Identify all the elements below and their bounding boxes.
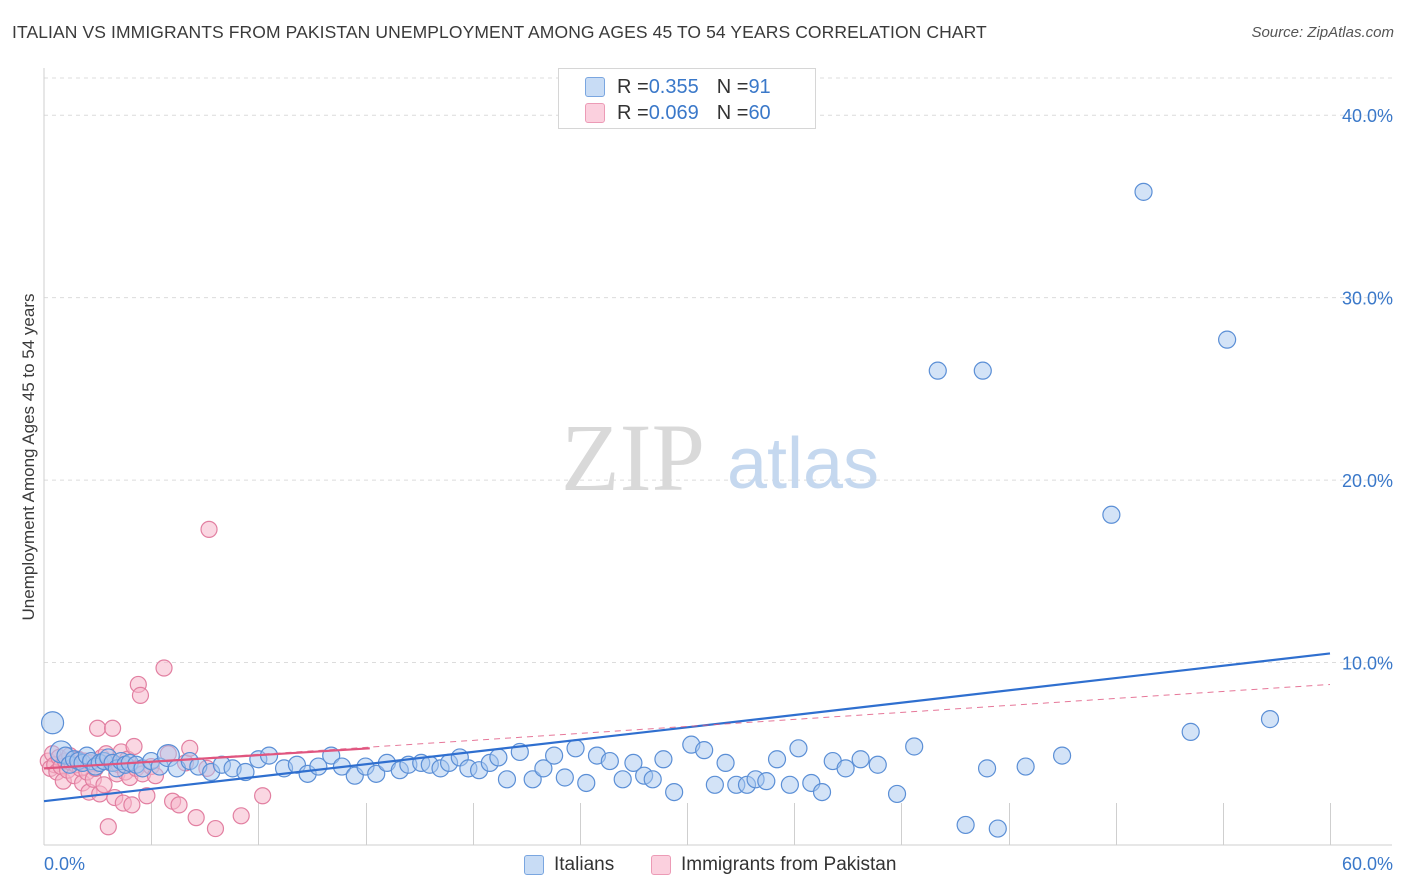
watermark-atlas: atlas	[727, 424, 879, 504]
grid-layer	[44, 77, 1392, 664]
italians-point	[695, 741, 714, 760]
italians-point	[643, 770, 662, 789]
italians-point	[497, 770, 517, 789]
italians-point	[789, 739, 808, 758]
italians-legend-label: Italians	[554, 854, 615, 875]
pakistan-point	[125, 737, 143, 756]
pakistan-point	[88, 719, 107, 737]
italians-point	[566, 739, 585, 758]
italians-point	[624, 753, 643, 773]
italians-point	[545, 746, 564, 765]
italians-point	[1102, 505, 1121, 524]
pakistan-point	[103, 719, 122, 737]
italians-swatch	[585, 77, 605, 97]
legend-r-value: 0.355	[648, 75, 699, 98]
axis-layer	[43, 68, 1392, 846]
italians-point	[654, 750, 673, 769]
italians-point	[577, 773, 596, 793]
italians-point	[1052, 746, 1072, 765]
pakistan-swatch	[585, 103, 605, 123]
italians-point	[988, 819, 1007, 838]
italians-point	[236, 762, 255, 782]
watermark-zip: ZIP	[561, 404, 705, 511]
pakistan-point	[131, 686, 150, 705]
italians-point	[1134, 182, 1153, 201]
italians-point	[973, 361, 992, 380]
pakistan-point	[95, 776, 113, 794]
italians-point	[1260, 710, 1280, 729]
italians-point	[905, 737, 924, 756]
pakistan-trend-line	[43, 747, 370, 770]
italians-point	[613, 770, 632, 789]
pakistan-point	[254, 787, 272, 805]
tick-labels: 10.0% 20.0% 30.0% 40.0% 0.0% 60.0%	[44, 106, 1393, 874]
source-credit: Source: ZipAtlas.com	[1251, 24, 1394, 41]
legend-r-value: 0.069	[648, 101, 699, 124]
pakistan-point	[200, 520, 218, 538]
bottom-legend-italians: Italians	[524, 853, 614, 877]
x-tick-label: 0.0%	[44, 854, 85, 874]
y-tick-label: 20.0%	[1342, 471, 1393, 491]
italians-point	[1016, 757, 1035, 776]
italians-point	[489, 748, 508, 767]
italians-point	[555, 768, 574, 787]
chart-title: ITALIAN VS IMMIGRANTS FROM PAKISTAN UNEM…	[12, 22, 987, 42]
watermark: ZIP atlas	[561, 404, 879, 511]
italians-point	[40, 711, 65, 735]
italians-point	[956, 815, 975, 835]
italians-point	[523, 770, 542, 789]
italians-point	[757, 772, 776, 791]
correlation-legend: R = 0.355 N = 91 R = 0.069 N = 60	[558, 68, 816, 129]
italians-point	[767, 750, 787, 769]
x-tick-label: 60.0%	[1342, 854, 1393, 874]
legend-r-label: R =	[617, 75, 649, 98]
italians-point	[1218, 330, 1237, 349]
bottom-legend-pakistan: Immigrants from Pakistan	[651, 853, 896, 877]
pakistan-point	[170, 796, 188, 814]
italians-point	[868, 755, 887, 774]
italians-legend-swatch	[524, 855, 544, 875]
y-tick-label: 10.0%	[1342, 654, 1393, 674]
pakistan-point	[123, 796, 141, 814]
italians-point	[812, 782, 832, 802]
italians-point	[887, 784, 907, 804]
legend-n-value: 91	[748, 75, 771, 98]
legend-n-label: N =	[716, 75, 749, 98]
legend-n-value: 60	[748, 101, 771, 124]
legend-row-italians: R = 0.355 N = 91	[585, 75, 771, 99]
italians-point	[928, 361, 947, 380]
legend-r-label: R =	[617, 101, 649, 124]
legend-row-pakistan: R = 0.069 N = 60	[585, 101, 771, 125]
italians-point	[600, 751, 619, 771]
italians-point	[665, 782, 684, 802]
italians-point	[705, 775, 724, 794]
y-axis-label: Unemployment Among Ages 45 to 54 years	[19, 294, 38, 621]
italians-point	[836, 759, 855, 778]
pakistan-point	[232, 807, 250, 825]
pakistan-point	[99, 818, 117, 836]
y-tick-label: 40.0%	[1342, 106, 1393, 126]
italians-point	[1181, 722, 1200, 741]
italians-point	[977, 759, 997, 778]
trend-lines	[43, 652, 1331, 803]
italians-trend-line	[43, 652, 1331, 803]
pakistan-point	[187, 809, 205, 827]
pakistan-point	[138, 787, 156, 805]
italians-point	[851, 750, 870, 769]
italians-point	[534, 759, 553, 778]
legend-n-label: N =	[716, 101, 749, 124]
italians-point	[367, 764, 386, 783]
pakistan-legend-label: Immigrants from Pakistan	[681, 854, 897, 875]
pakistan-legend-swatch	[651, 855, 671, 875]
pakistan-point	[206, 819, 225, 838]
pakistan-point	[155, 659, 173, 677]
italians-point	[780, 775, 799, 794]
italians-point	[716, 753, 735, 773]
y-tick-label: 30.0%	[1342, 289, 1393, 309]
